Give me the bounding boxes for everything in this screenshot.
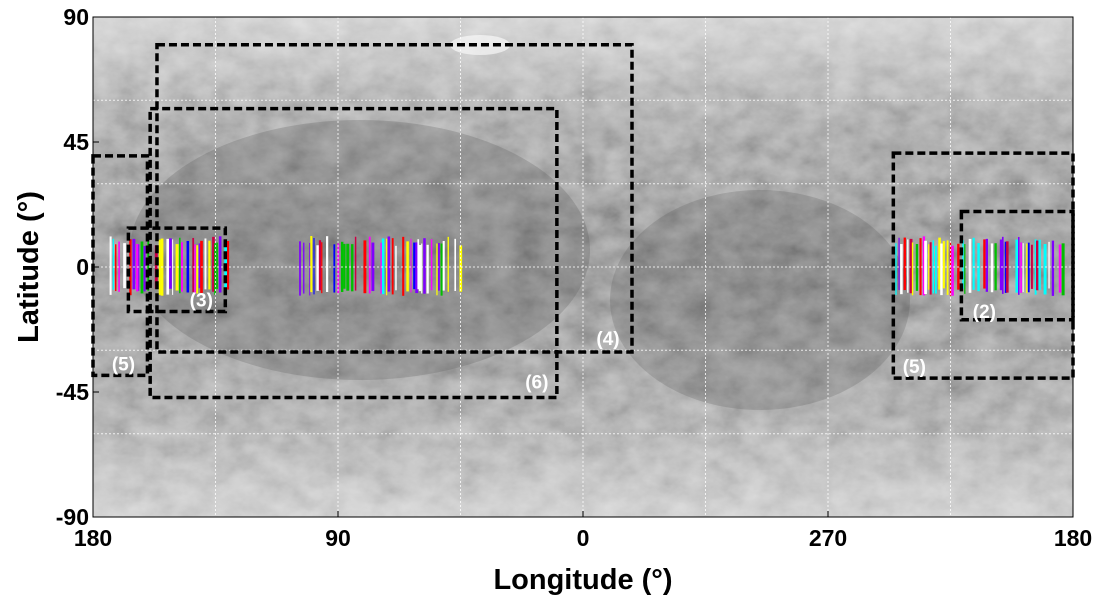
y-tick-label: -90 [56,504,89,530]
y-tick-label: 0 [76,254,89,280]
y-axis-label: Latitude (°) [13,191,45,343]
region-box [91,154,150,378]
region-box [959,209,1075,322]
y-tick-label: 45 [63,129,89,155]
region-label: (2) [973,302,996,323]
region-box [126,226,228,314]
x-tick-label: 180 [74,525,112,551]
region-label: (4) [596,329,619,350]
x-tick-label: 270 [809,525,847,551]
grid [93,17,1073,517]
region-box [891,151,1075,380]
map-image [93,17,1073,517]
region-label: (5) [112,354,135,375]
x-tick-label: 180 [1054,525,1092,551]
y-tick-label: 90 [63,4,89,30]
region-label: (6) [525,373,548,394]
region-label: (3) [190,290,213,311]
x-tick-label: 0 [577,525,590,551]
x-axis-label: Longitude (°) [493,564,672,596]
region-label: (5) [903,357,926,378]
y-tick-label: -45 [56,379,89,405]
x-tick-label: 90 [325,525,351,551]
region-box [155,43,634,354]
